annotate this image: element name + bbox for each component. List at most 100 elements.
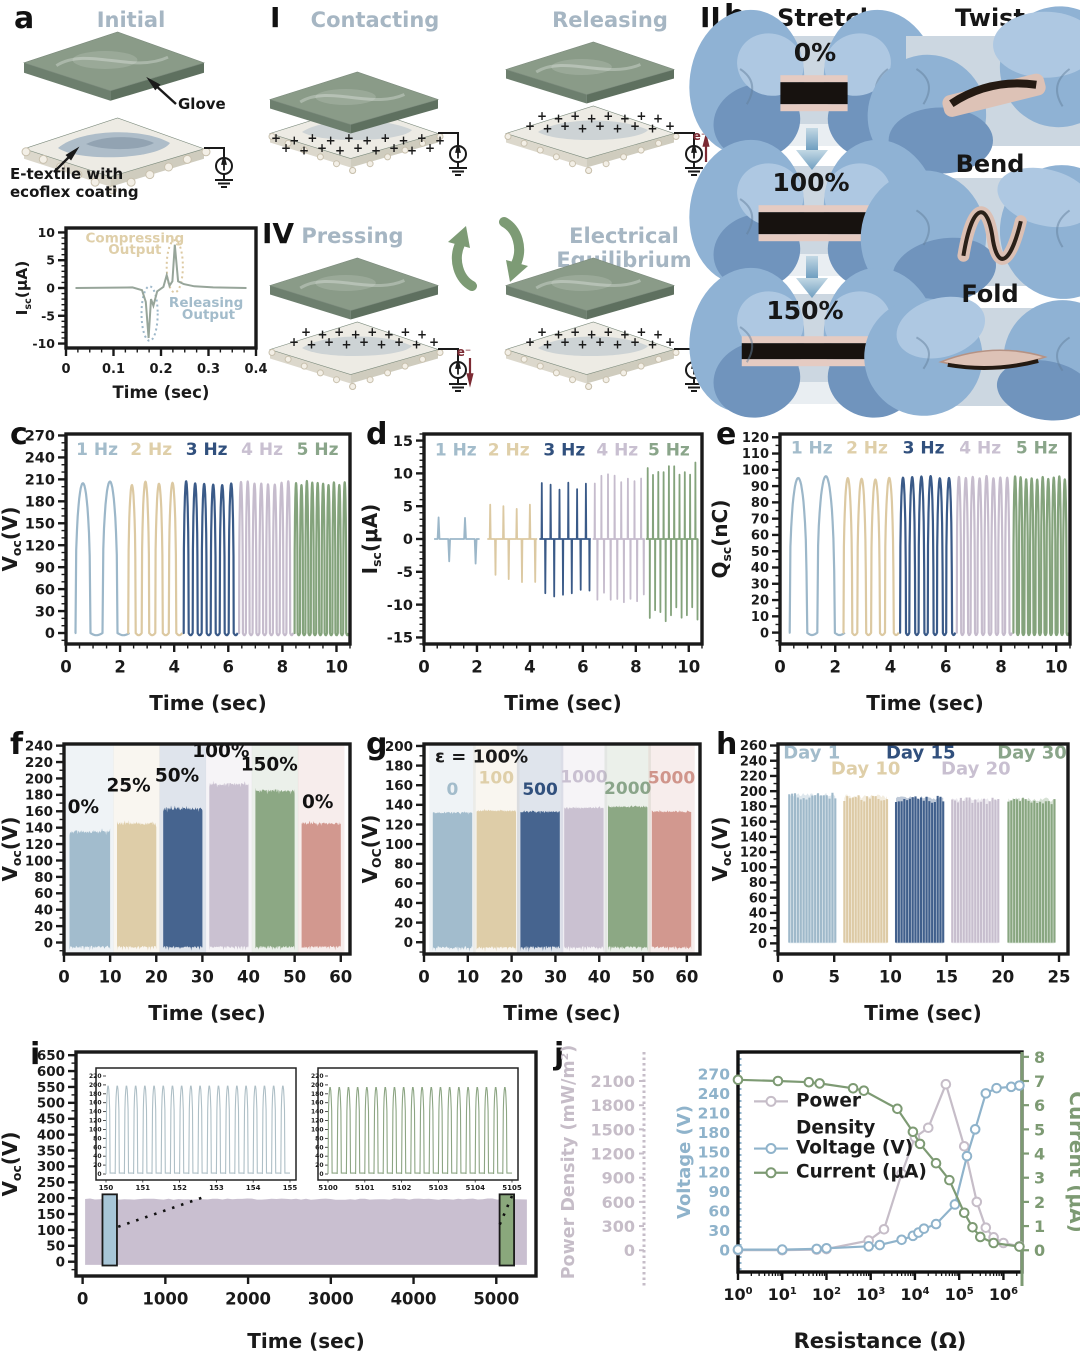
- isc-inset-chart: CompressingOutputReleasingOutput-10-5051…: [13, 225, 268, 402]
- svg-text:+: +: [380, 131, 390, 145]
- svg-text:10: 10: [38, 225, 56, 240]
- svg-text:60: 60: [708, 1203, 730, 1221]
- svg-text:0%: 0%: [68, 797, 99, 818]
- svg-text:+: +: [394, 335, 404, 349]
- svg-text:101: 101: [768, 1285, 797, 1304]
- svg-text:0: 0: [1034, 1241, 1045, 1260]
- svg-text:e⁻: e⁻: [457, 345, 471, 359]
- svg-text:8: 8: [1034, 1048, 1045, 1067]
- panel-e-letter: e: [716, 417, 737, 452]
- svg-text:4: 4: [168, 658, 179, 677]
- svg-text:180: 180: [698, 1124, 731, 1142]
- svg-text:0: 0: [774, 658, 785, 677]
- svg-text:600: 600: [602, 1193, 635, 1212]
- svg-text:6: 6: [223, 658, 234, 677]
- svg-text:6: 6: [1034, 1096, 1045, 1115]
- svg-text:40: 40: [93, 1153, 101, 1160]
- panel-h-letter: h: [716, 727, 738, 762]
- svg-text:60: 60: [675, 968, 698, 987]
- svg-text:Time (sec): Time (sec): [247, 1329, 364, 1353]
- svg-text:Day 20: Day 20: [941, 758, 1011, 779]
- isc-frequency-chart: 1 Hz 2 Hz 3 Hz 4 Hz 5 Hz -15 -10 -5 0 5 10 15 0 2 4 6 8 1…: [358, 432, 704, 715]
- svg-text:1 Hz: 1 Hz: [76, 440, 118, 460]
- strain-100-label: 100%: [772, 168, 850, 197]
- svg-text:210: 210: [25, 473, 55, 489]
- svg-text:0: 0: [61, 362, 70, 377]
- svg-text:155: 155: [283, 1184, 298, 1192]
- svg-text:+: +: [542, 122, 552, 136]
- svg-text:60: 60: [34, 886, 53, 902]
- svg-text:100: 100: [740, 861, 767, 876]
- svg-text:180: 180: [311, 1091, 324, 1098]
- svg-text:-10: -10: [387, 598, 413, 614]
- svg-text:2: 2: [114, 658, 125, 677]
- svg-text:+: +: [334, 325, 344, 339]
- svg-text:6: 6: [577, 658, 588, 677]
- svg-text:180: 180: [740, 800, 767, 815]
- svg-text:140: 140: [740, 831, 767, 846]
- svg-text:5101: 5101: [355, 1184, 375, 1192]
- svg-text:140: 140: [385, 798, 413, 814]
- svg-text:220: 220: [25, 755, 53, 771]
- svg-text:200: 200: [740, 785, 767, 800]
- svg-text:+: +: [317, 141, 327, 155]
- schematic-contacting: + + + + + + + + + ++ + + + + + + + +: [268, 71, 467, 176]
- svg-text:5 Hz: 5 Hz: [297, 440, 339, 460]
- svg-text:220: 220: [740, 770, 767, 785]
- svg-text:60: 60: [394, 876, 413, 892]
- svg-text:120: 120: [89, 1118, 102, 1125]
- svg-text:105: 105: [945, 1285, 974, 1304]
- svg-text:Day 10: Day 10: [831, 758, 901, 779]
- svg-text:VOC(V): VOC(V): [358, 815, 384, 884]
- svg-text:20: 20: [751, 594, 769, 609]
- svg-text:5 Hz: 5 Hz: [648, 441, 690, 461]
- step-II-title: Releasing: [552, 8, 668, 32]
- svg-text:5: 5: [1034, 1120, 1045, 1139]
- svg-text:+: +: [595, 335, 605, 349]
- svg-text:10: 10: [393, 467, 413, 483]
- svg-text:0.4: 0.4: [244, 362, 267, 377]
- svg-text:5103: 5103: [429, 1184, 449, 1192]
- svg-text:100: 100: [742, 463, 769, 478]
- svg-text:+: +: [324, 335, 334, 349]
- svg-text:15: 15: [393, 434, 413, 450]
- svg-text:+: +: [603, 109, 613, 123]
- svg-text:50: 50: [632, 968, 655, 987]
- svg-text:0: 0: [45, 626, 55, 642]
- svg-text:200: 200: [25, 771, 53, 787]
- svg-text:120: 120: [25, 837, 53, 853]
- photo-bend: [860, 165, 1080, 305]
- svg-text:200: 200: [89, 1082, 102, 1089]
- svg-text:Day 15: Day 15: [886, 742, 956, 763]
- etextile-label: E-textile with ecoflex coating: [10, 165, 139, 201]
- svg-text:180: 180: [25, 788, 53, 804]
- svg-text:Density: Density: [796, 1117, 875, 1138]
- svg-text:25%: 25%: [106, 776, 150, 797]
- svg-text:+: +: [570, 109, 580, 123]
- svg-text:Compressing: Compressing: [86, 230, 185, 246]
- svg-text:30: 30: [35, 604, 55, 620]
- svg-text:50: 50: [751, 545, 769, 560]
- svg-text:+: +: [647, 122, 657, 136]
- svg-text:+: +: [587, 112, 597, 126]
- svg-text:220: 220: [89, 1073, 102, 1080]
- svg-text:180: 180: [385, 758, 413, 774]
- glove-label: Glove: [178, 95, 226, 113]
- svg-text:10: 10: [456, 968, 479, 987]
- svg-text:4 Hz: 4 Hz: [241, 440, 283, 460]
- svg-text:+: +: [429, 335, 439, 349]
- svg-text:90: 90: [35, 560, 55, 576]
- svg-text:10: 10: [751, 610, 769, 625]
- svg-text:2000: 2000: [225, 1290, 271, 1309]
- schematic-equilibrium: + + + + + + + ++ + + + + + + + +: [504, 257, 703, 392]
- svg-text:+: +: [306, 338, 316, 352]
- svg-text:+: +: [425, 141, 435, 155]
- svg-text:0: 0: [58, 968, 69, 987]
- svg-text:Current (μA): Current (μA): [796, 1162, 927, 1183]
- svg-text:+: +: [367, 325, 377, 339]
- svg-text:ε = 100%: ε = 100%: [435, 747, 528, 768]
- svg-text:Voc(V): Voc(V): [0, 1131, 24, 1196]
- svg-text:Time (sec): Time (sec): [504, 691, 621, 715]
- svg-text:Time (sec): Time (sec): [148, 1001, 265, 1025]
